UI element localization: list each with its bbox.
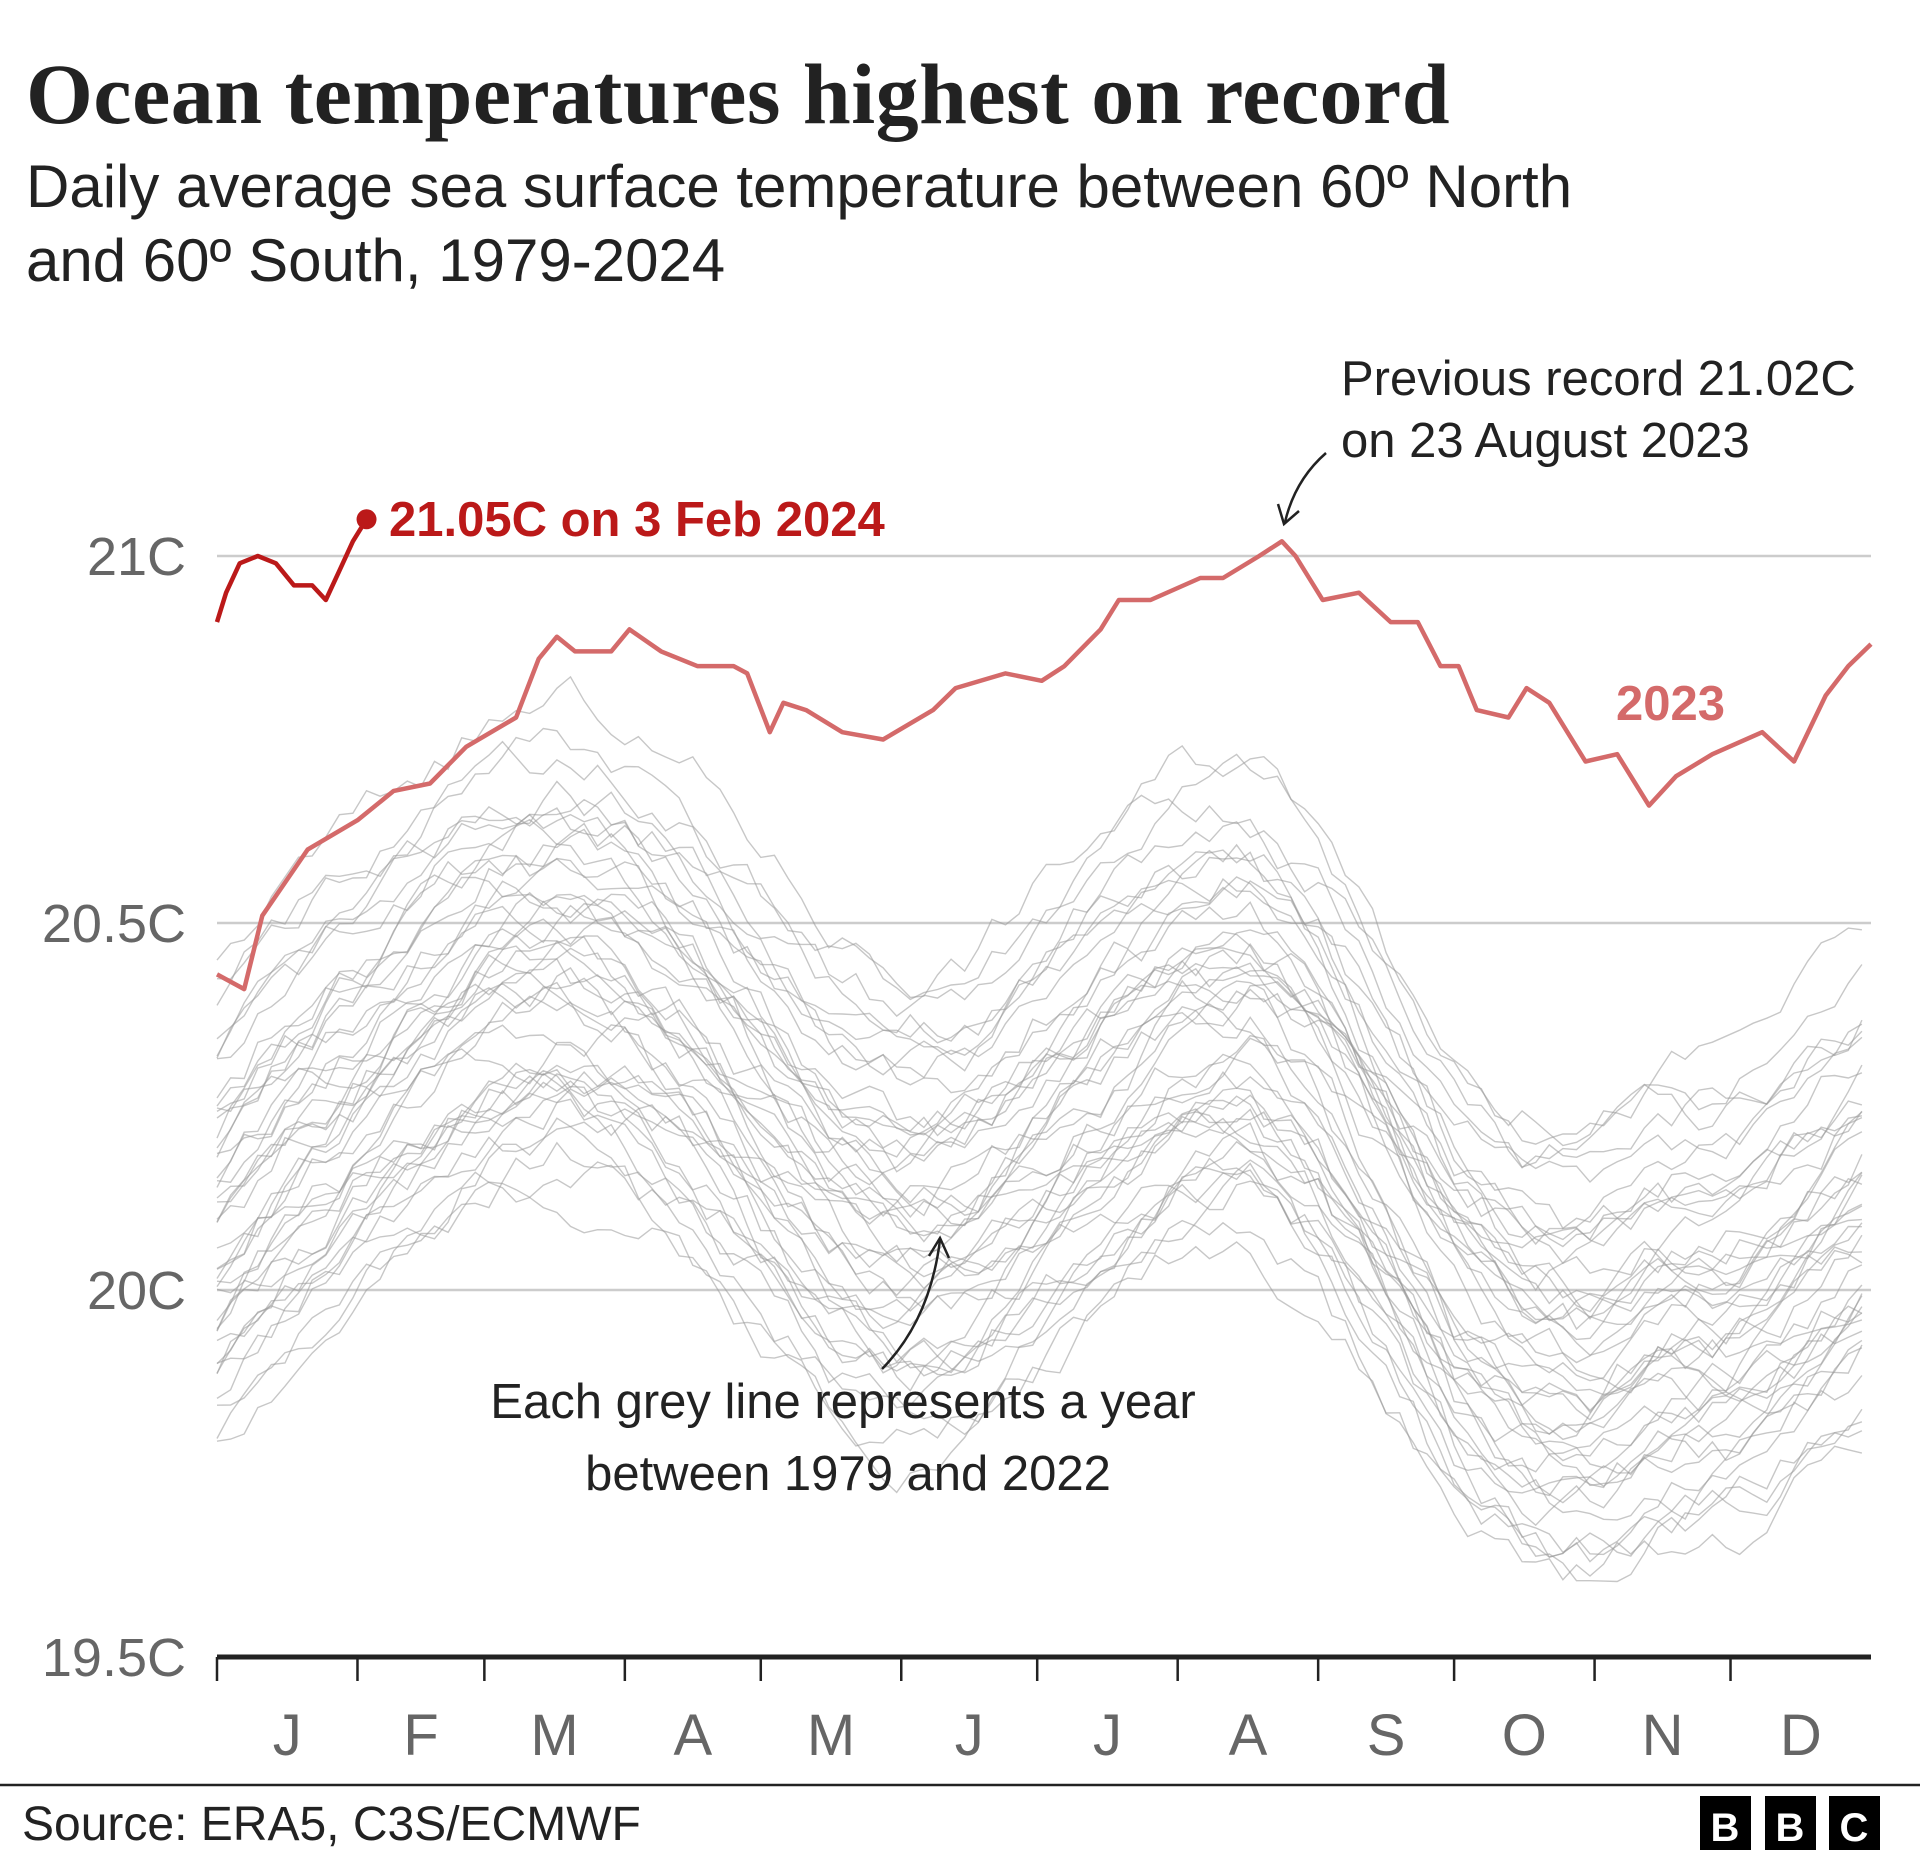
grey-year-line [216, 727, 1863, 1145]
grey-year-lines [216, 675, 1863, 1583]
svg-text:B: B [1711, 1806, 1740, 1850]
grey-year-line [216, 916, 1862, 1312]
svg-text:B: B [1776, 1806, 1805, 1850]
grey-year-line [216, 940, 1863, 1382]
month-label: J [955, 1703, 984, 1768]
chart-subtitle-line1: Daily average sea surface temperature be… [26, 153, 1573, 220]
grey-year-line [216, 1073, 1863, 1504]
grey-year-line [216, 858, 1863, 1292]
grey-year-line [216, 971, 1862, 1364]
grey-year-line [216, 1092, 1863, 1527]
grey-year-line [216, 813, 1863, 1246]
chart-subtitle-line2: and 60º South, 1979-2024 [26, 227, 726, 294]
month-label: J [273, 1703, 302, 1768]
grey-line-note-line1: Each grey line represents a year [490, 1375, 1195, 1429]
grey-year-line [216, 740, 1863, 1169]
grey-year-line [216, 1064, 1863, 1487]
grey-year-line [216, 900, 1863, 1356]
month-label: M [530, 1703, 578, 1768]
grey-year-line [216, 828, 1863, 1231]
month-label: A [1229, 1703, 1268, 1768]
grey-year-line [216, 891, 1863, 1313]
month-label: F [403, 1703, 438, 1768]
grey-year-line [216, 1121, 1863, 1521]
grey-year-line [216, 854, 1863, 1321]
grey-year-line [216, 843, 1863, 1248]
grey-year-line [216, 818, 1863, 1276]
y-tick-label: 19.5C [42, 1628, 186, 1688]
month-label: N [1642, 1703, 1684, 1768]
grey-line-arrow-icon [881, 1235, 951, 1370]
chart-title: Ocean temperatures highest on record [26, 46, 1451, 142]
gridlines [217, 554, 1871, 1292]
month-label: O [1502, 1703, 1547, 1768]
grey-year-line [216, 954, 1863, 1394]
grey-year-line [216, 893, 1863, 1249]
month-label: D [1780, 1703, 1822, 1768]
grey-year-line [216, 780, 1863, 1241]
grey-year-line [216, 967, 1862, 1421]
previous-record-arrow-icon [1276, 452, 1327, 527]
record-2024-label: 21.05C on 3 Feb 2024 [389, 493, 885, 547]
previous-record-line2: on 23 August 2023 [1341, 414, 1750, 468]
series-2023-label: 2023 [1616, 677, 1725, 731]
record-2024-point [356, 509, 377, 530]
month-label: M [807, 1703, 855, 1768]
grey-year-line [216, 1069, 1863, 1469]
highlight-series [214, 509, 1873, 992]
series-2024-line [214, 518, 369, 623]
bbc-logo: B B C [1700, 1796, 1880, 1850]
grey-line-note-line2: between 1979 and 2022 [585, 1447, 1111, 1501]
grey-year-line [216, 1085, 1863, 1558]
svg-text:C: C [1840, 1806, 1869, 1850]
grey-year-line [216, 798, 1863, 1169]
y-axis-labels: 21C 20.5C 20C 19.5C [42, 527, 186, 1688]
grey-year-line [216, 934, 1863, 1341]
grey-year-line [216, 1072, 1863, 1494]
grey-year-line [216, 1141, 1863, 1557]
previous-record-line1: Previous record 21.02C [1341, 352, 1856, 406]
grey-year-line [216, 1117, 1863, 1583]
grey-year-line [216, 904, 1863, 1322]
source-text: Source: ERA5, C3S/ECMWF [22, 1798, 641, 1851]
y-tick-label: 21C [87, 527, 186, 587]
y-tick-label: 20.5C [42, 894, 186, 954]
grey-year-line [216, 1024, 1863, 1412]
grey-year-line [216, 1161, 1863, 1563]
month-label: S [1367, 1703, 1406, 1768]
month-label: J [1093, 1703, 1122, 1768]
grey-year-line [216, 1041, 1863, 1443]
y-tick-label: 20C [87, 1261, 186, 1321]
grey-year-line [216, 675, 1862, 1147]
grey-year-line [216, 986, 1863, 1396]
grey-year-line [216, 936, 1863, 1331]
series-2023-line [215, 539, 1873, 992]
month-label: A [673, 1703, 712, 1768]
